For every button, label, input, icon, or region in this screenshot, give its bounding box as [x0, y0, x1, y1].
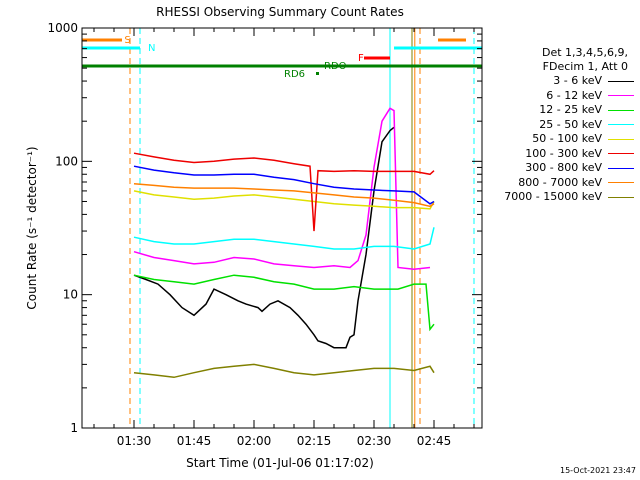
legend-label-4: 50 - 100 keV: [532, 132, 602, 146]
timestamp: 15-Oct-2021 23:47: [560, 466, 636, 475]
chart-title: RHESSI Observing Summary Count Rates: [156, 5, 404, 19]
y-tick-label-2: 100: [55, 154, 78, 168]
legend-label-0: 3 - 6 keV: [553, 74, 602, 88]
flag-dot-rd6: [316, 72, 319, 75]
orbit-markers: [129, 28, 475, 428]
legend-entry-3: 25 - 50 keV: [478, 118, 638, 133]
flag-label-rd6: RD6: [284, 69, 305, 80]
legend-swatch-6: [608, 167, 634, 169]
legend-entry-6: 300 - 800 keV: [478, 161, 638, 176]
legend-swatch-2: [608, 109, 634, 111]
legend-entry-1: 6 - 12 keV: [478, 89, 638, 104]
y-tick-label-3: 1000: [47, 21, 78, 35]
flag-label-n: N: [148, 43, 155, 54]
legend: Det 1,3,4,5,6,9, FDecim 1, Att 0 3 - 6 k…: [478, 46, 638, 205]
x-tick-label-4: 02:30: [357, 434, 392, 448]
legend-swatch-5: [608, 153, 634, 155]
legend-entry-2: 12 - 25 keV: [478, 103, 638, 118]
legend-label-3: 25 - 50 keV: [539, 117, 602, 131]
flag-bars: S N F RDO RD6: [82, 35, 482, 80]
legend-swatch-7: [608, 182, 634, 184]
legend-swatch-8: [608, 196, 634, 198]
axis-ticks: 01:30 01:45 02:00 02:15 02:30 02:45 1 10 100 1000: [47, 21, 482, 448]
x-tick-label-5: 02:45: [417, 434, 452, 448]
legend-entry-4: 50 - 100 keV: [478, 132, 638, 147]
x-tick-label-0: 01:30: [117, 434, 152, 448]
y-axis-label: Count Rate (s⁻¹ detector⁻¹): [25, 146, 39, 309]
legend-header-line-1: Det 1,3,4,5,6,9,: [541, 46, 628, 59]
series-line-3: [133, 227, 435, 250]
legend-label-2: 12 - 25 keV: [539, 103, 602, 117]
flag-label-s: S: [124, 35, 130, 46]
legend-swatch-1: [608, 95, 634, 97]
x-tick-label-2: 02:00: [237, 434, 272, 448]
y-tick-label-0: 1: [70, 421, 78, 435]
y-tick-label-1: 10: [63, 288, 78, 302]
legend-entry-5: 100 - 300 keV: [478, 147, 638, 162]
legend-label-8: 7000 - 15000 keV: [504, 190, 602, 204]
legend-label-7: 800 - 7000 keV: [518, 175, 602, 189]
series-line-0: [133, 126, 395, 349]
series-line-2: [133, 274, 435, 332]
series-line-6: [133, 165, 435, 205]
series-line-5: [133, 152, 435, 232]
x-axis-label: Start Time (01-Jul-06 01:17:02): [186, 456, 374, 470]
series-line-4: [133, 190, 435, 210]
series-line-8: [133, 363, 435, 379]
series-lines: [133, 107, 435, 379]
legend-header-line-2: FDecim 1, Att 0: [542, 60, 628, 73]
series-line-1: [133, 107, 431, 271]
legend-entry-8: 7000 - 15000 keV: [478, 190, 638, 205]
legend-swatch-4: [608, 138, 634, 140]
flag-label-f: F: [358, 53, 364, 64]
legend-label-6: 300 - 800 keV: [525, 161, 602, 175]
series-line-7: [133, 182, 435, 208]
plot-frame: [81, 27, 483, 429]
flag-label-rdo: RDO: [324, 61, 347, 72]
legend-label-1: 6 - 12 keV: [546, 88, 602, 102]
x-tick-label-1: 01:45: [177, 434, 212, 448]
x-tick-label-3: 02:15: [297, 434, 332, 448]
legend-entries: 3 - 6 keV 6 - 12 keV 12 - 25 keV 25 - 50 ke…: [478, 74, 638, 205]
legend-swatch-0: [608, 80, 634, 82]
legend-swatch-3: [608, 124, 634, 126]
legend-entry-0: 3 - 6 keV: [478, 74, 638, 89]
legend-label-5: 100 - 300 keV: [525, 146, 602, 160]
legend-entry-7: 800 - 7000 keV: [478, 176, 638, 191]
